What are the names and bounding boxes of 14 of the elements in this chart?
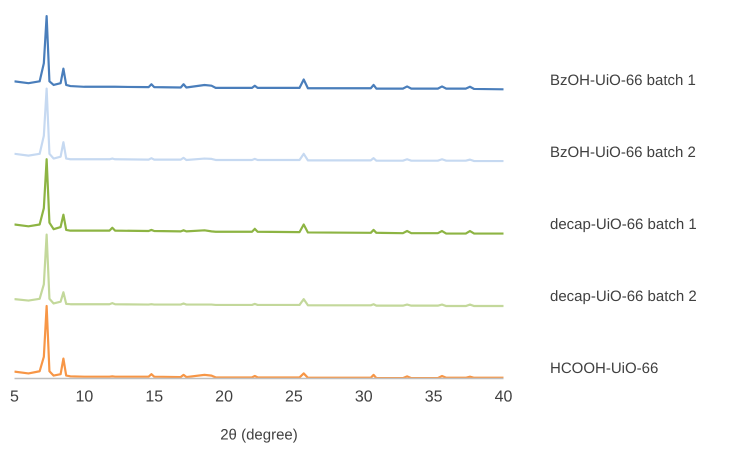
text: decap-UiO-66 batch 2	[550, 288, 697, 304]
x-tick-label: 30	[354, 388, 373, 406]
text: BzOH-UiO-66 batch 2	[550, 144, 696, 160]
text: BzOH-UiO-66 batch 1	[550, 72, 696, 88]
text: decap-UiO-66 batch 1	[550, 216, 697, 232]
x-tick-label: 25	[285, 388, 303, 406]
x-tick-label: 15	[145, 388, 164, 406]
x-tick-label: 10	[75, 388, 94, 406]
text: HCOOH-UiO-66	[550, 360, 658, 376]
x-tick-label: 35	[424, 388, 443, 406]
x-tick-label: 20	[215, 388, 234, 406]
x-tick-label: 40	[494, 388, 512, 406]
x-axis-title: 2θ (degree)	[220, 426, 298, 444]
x-tick-label: 5	[10, 388, 20, 406]
